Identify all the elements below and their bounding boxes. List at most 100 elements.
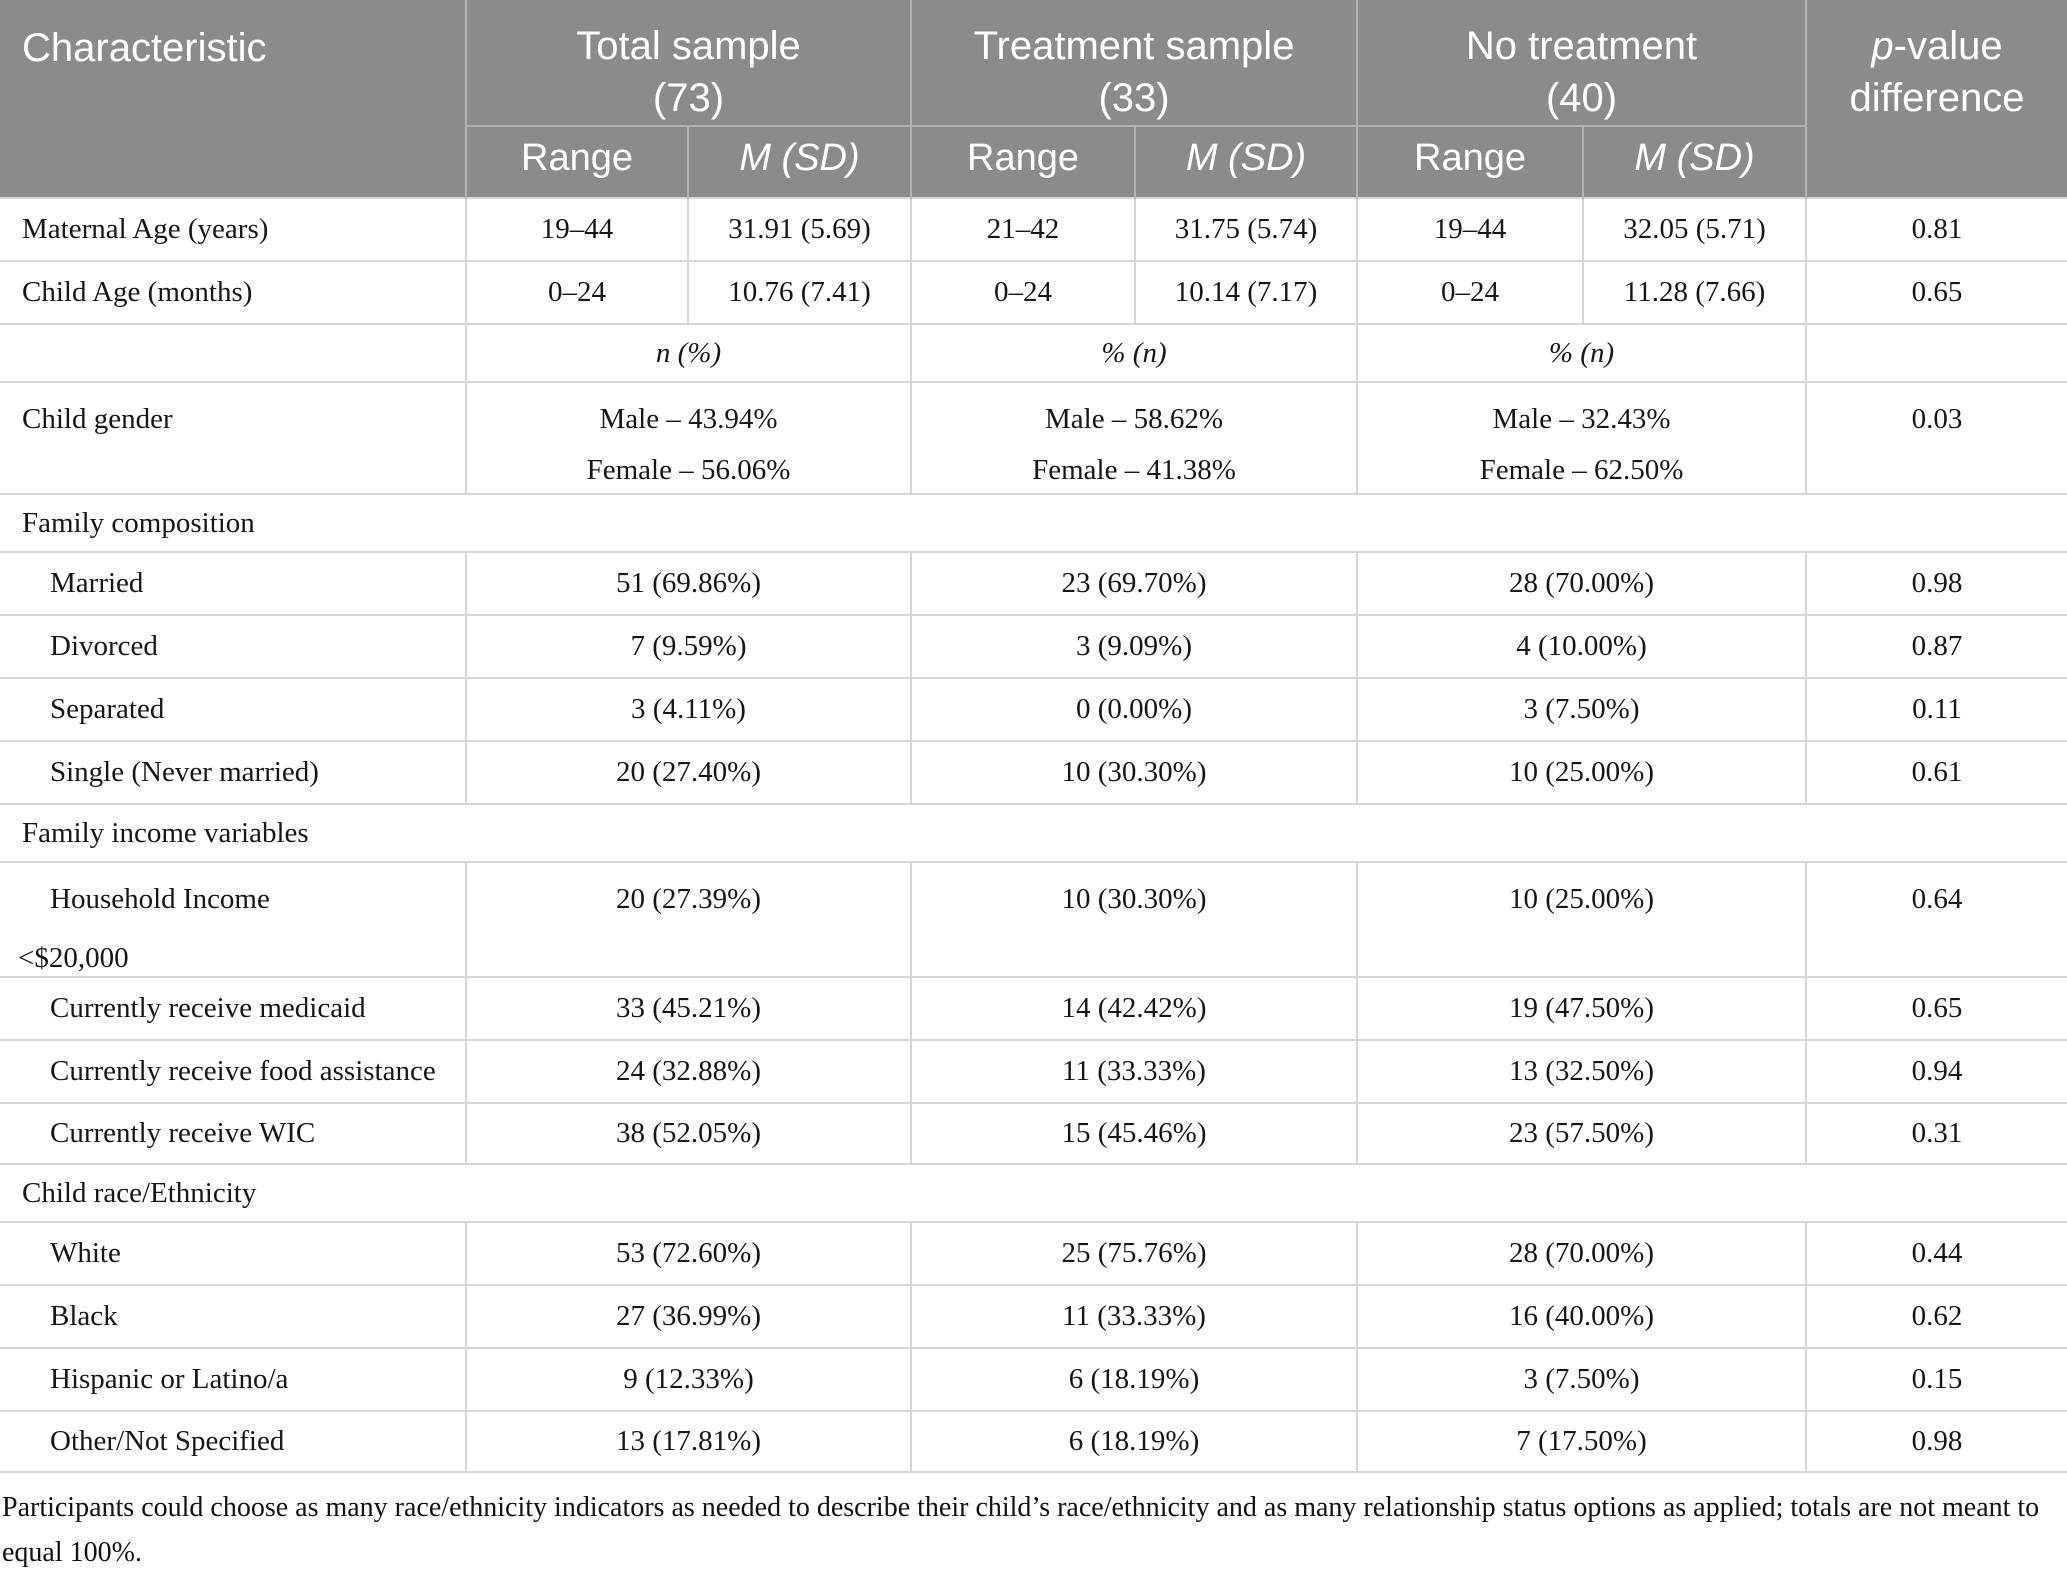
text-line: (73) (652, 76, 725, 120)
row-label: Married (0, 551, 466, 616)
stat-type-row: n (%) % (n) % (n) (0, 323, 2067, 383)
cell-value: 10.14 (7.17) (1133, 260, 1358, 325)
section-label: Child race/Ethnicity (0, 1163, 2067, 1223)
cell-value: 28 (70.00%) (1356, 551, 1807, 616)
cell-value: 25 (75.76%) (909, 1221, 1358, 1286)
gender-lines: Male – 32.43% Female – 62.50% (1359, 403, 1804, 487)
cell-value: 20 (27.39%) (465, 861, 911, 978)
subheader-range-treatment: Range (910, 126, 1136, 198)
text-line: Household Income (50, 883, 270, 915)
text-line: Treatment sample (973, 24, 1295, 68)
row-label: Separated (0, 677, 466, 742)
cell-value: Male – 58.62% Female – 41.38% (909, 381, 1358, 495)
table-row: Separated 3 (4.11%) 0 (0.00%) 3 (7.50%) … (0, 677, 2067, 742)
cell-value: 38 (52.05%) (465, 1102, 911, 1165)
row-label: Currently receive WIC (0, 1102, 466, 1165)
table-row: Single (Never married) 20 (27.40%) 10 (3… (0, 740, 2067, 805)
cell-value: 28 (70.00%) (1356, 1221, 1807, 1286)
table-header: Characteristic Total sample (73) Treatme… (0, 0, 2067, 198)
cell-pvalue: 0.98 (1805, 1410, 2067, 1473)
row-label: Household Income <$20,000 (0, 861, 466, 978)
cell-pvalue-empty (1805, 323, 2067, 383)
total-sample-header: Total sample (73) (465, 0, 912, 127)
cell-value: 23 (69.70%) (909, 551, 1358, 616)
cell-value: 16 (40.00%) (1356, 1284, 1807, 1349)
pvalue-rest: -value (1893, 24, 2003, 68)
gender-lines: Male – 43.94% Female – 56.06% (468, 403, 909, 487)
cell-value: 32.05 (5.71) (1582, 197, 1807, 262)
cell-value: 11 (33.33%) (909, 1284, 1358, 1349)
cell-value: 23 (57.50%) (1356, 1102, 1807, 1165)
cell-pvalue: 0.15 (1805, 1347, 2067, 1412)
cell-value: 9 (12.33%) (465, 1347, 911, 1412)
cell-value: 51 (69.86%) (465, 551, 911, 616)
table-body: Maternal Age (years) 19–44 31.91 (5.69) … (0, 197, 2067, 1473)
cell-value: 13 (17.81%) (465, 1410, 911, 1473)
table-row: White 53 (72.60%) 25 (75.76%) 28 (70.00%… (0, 1221, 2067, 1286)
subheader-range-total: Range (465, 126, 689, 198)
cell-value: 13 (32.50%) (1356, 1039, 1807, 1104)
table-row: Child Age (months) 0–24 10.76 (7.41) 0–2… (0, 260, 2067, 325)
row-label: Currently receive medicaid (0, 976, 466, 1041)
cell-value: Male – 43.94% Female – 56.06% (465, 381, 911, 495)
text-line: <$20,000 (18, 942, 129, 974)
treatment-sample-header: Treatment sample (33) (909, 0, 1359, 127)
cell-value: 0–24 (910, 260, 1135, 325)
section-row: Child race/Ethnicity (0, 1163, 2067, 1223)
row-label: Divorced (0, 614, 466, 679)
cell-value: 4 (10.00%) (1356, 614, 1807, 679)
cell-value: 33 (45.21%) (465, 976, 911, 1041)
table-row: Hispanic or Latino/a 9 (12.33%) 6 (18.19… (0, 1347, 2067, 1412)
row-label-empty (0, 323, 466, 383)
cell-pvalue: 0.65 (1805, 976, 2067, 1041)
table-row: Child gender Male – 43.94% Female – 56.0… (0, 381, 2067, 495)
cell-value: 3 (7.50%) (1356, 1347, 1807, 1412)
cell-pvalue: 0.44 (1805, 1221, 2067, 1286)
cell-value: 0 (0.00%) (909, 677, 1358, 742)
cell-value: 7 (9.59%) (465, 614, 911, 679)
row-label: Child Age (months) (0, 260, 466, 325)
table-row: Currently receive medicaid 33 (45.21%) 1… (0, 976, 2067, 1041)
text-line: p-value (1808, 20, 2066, 72)
pvalue-italic-p: p (1871, 24, 1894, 68)
cell-value: 53 (72.60%) (465, 1221, 911, 1286)
table-row: Divorced 7 (9.59%) 3 (9.09%) 4 (10.00%) … (0, 614, 2067, 679)
cell-value: 21–42 (910, 197, 1135, 262)
row-label: Hispanic or Latino/a (0, 1347, 466, 1412)
cell-value: 19 (47.50%) (1356, 976, 1807, 1041)
cell-value: 14 (42.42%) (909, 976, 1358, 1041)
cell-value: 11.28 (7.66) (1582, 260, 1807, 325)
stat-label-total: n (%) (465, 323, 911, 383)
text-line: (33) (1098, 76, 1170, 120)
cell-value: 3 (4.11%) (465, 677, 911, 742)
cell-value: 7 (17.50%) (1356, 1410, 1807, 1473)
cell-value: 24 (32.88%) (465, 1039, 911, 1104)
cell-value: 31.91 (5.69) (687, 197, 911, 262)
row-label: Black (0, 1284, 466, 1349)
gender-lines: Male – 58.62% Female – 41.38% (913, 403, 1355, 487)
cell-value: 15 (45.46%) (909, 1102, 1358, 1165)
table-row: Other/Not Specified 13 (17.81%) 6 (18.19… (0, 1410, 2067, 1473)
cell-pvalue: 0.87 (1805, 614, 2067, 679)
row-label: Child gender (0, 381, 466, 495)
table-row: Household Income <$20,000 20 (27.39%) 10… (0, 861, 2067, 978)
cell-value: Male – 32.43% Female – 62.50% (1356, 381, 1807, 495)
section-row: Family income variables (0, 803, 2067, 863)
subheader-msd-treatment: M (SD) (1133, 126, 1359, 198)
table-row: Currently receive food assistance 24 (32… (0, 1039, 2067, 1104)
demographics-table: Characteristic Total sample (73) Treatme… (0, 0, 2067, 1473)
cell-value: 10 (25.00%) (1356, 861, 1807, 978)
cell-value: 31.75 (5.74) (1133, 197, 1358, 262)
text-line: Female – 56.06% (586, 454, 791, 486)
table-row: Currently receive WIC 38 (52.05%) 15 (45… (0, 1102, 2067, 1165)
cell-value: 19–44 (465, 197, 688, 262)
section-label: Family composition (0, 493, 2067, 553)
row-label: Other/Not Specified (0, 1410, 466, 1473)
row-label: White (0, 1221, 466, 1286)
cell-value: 10 (25.00%) (1356, 740, 1807, 805)
text-line: Female – 41.38% (1032, 454, 1236, 486)
characteristic-header: Characteristic (0, 0, 466, 198)
section-row: Family composition (0, 493, 2067, 553)
cell-pvalue: 0.11 (1805, 677, 2067, 742)
